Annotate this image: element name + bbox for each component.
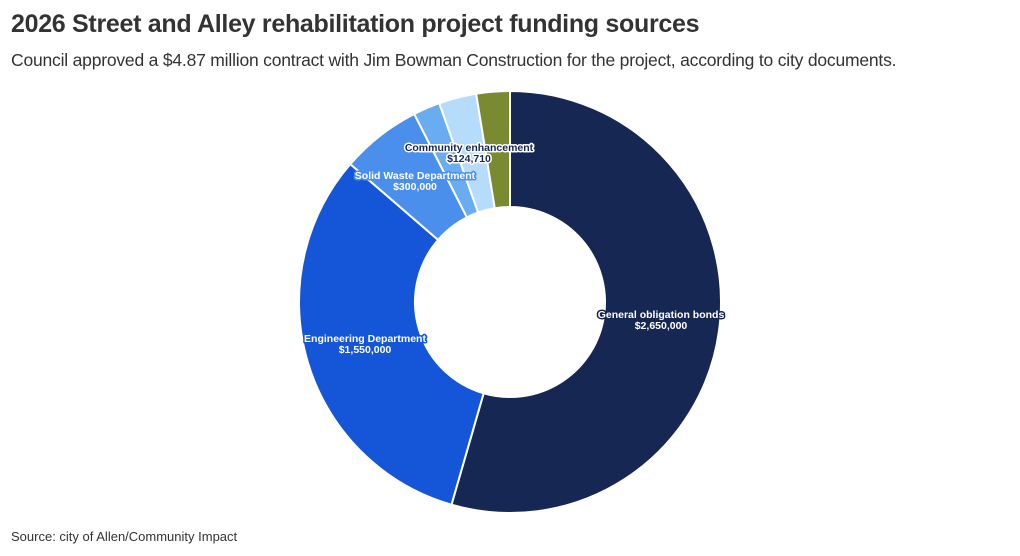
slice-value-1: $1,550,000: [339, 344, 392, 356]
chart-title: 2026 Street and Alley rehabilitation pro…: [11, 10, 700, 38]
slice-value-0: $2,650,000: [635, 320, 688, 332]
donut-labels: General obligation bonds$2,650,000 Engine…: [303, 141, 726, 358]
slice-label-5: Community enhancement: [405, 142, 534, 154]
donut-slices: [298, 89, 722, 514]
slice-label-2: Solid Waste Department: [355, 170, 476, 182]
source-note: Source: city of Allen/Community Impact: [11, 529, 238, 544]
slice-value-2: $300,000: [393, 181, 437, 193]
chart-subtitle: Council approved a $4.87 million contrac…: [11, 50, 897, 70]
slice-label-0: General obligation bonds: [598, 309, 725, 321]
donut-slice-5: [475, 89, 511, 210]
slice-value-5: $124,710: [447, 153, 491, 165]
donut-slice-0: [450, 89, 722, 514]
slice-label-1: Engineering Department: [304, 333, 426, 345]
donut-slice-1: [298, 162, 485, 506]
